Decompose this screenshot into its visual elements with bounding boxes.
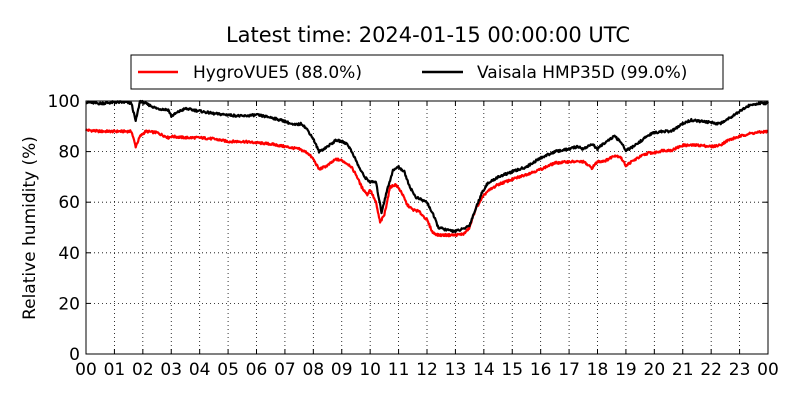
y-tick-label: 0 <box>69 345 80 365</box>
x-tick-label: 00 <box>75 360 97 380</box>
y-axis-tick-labels: 0 20 40 60 80 100 <box>48 92 80 365</box>
legend: HygroVUE5 (88.0%) Vaisala HMP35D (99.0%) <box>130 54 724 90</box>
x-tick-label: 13 <box>445 360 467 380</box>
x-tick-label: 18 <box>587 360 609 380</box>
x-tick-label: 01 <box>104 360 126 380</box>
x-tick-label: 12 <box>416 360 438 380</box>
x-tick-label: 11 <box>388 360 410 380</box>
x-tick-label: 05 <box>217 360 239 380</box>
x-tick-label: 06 <box>246 360 268 380</box>
x-tick-label: 17 <box>558 360 580 380</box>
series-line-hygrovue5 <box>85 128 769 238</box>
x-tick-label: 10 <box>359 360 381 380</box>
series-line-vaisala-hmp35d <box>85 99 769 234</box>
y-tick-label: 40 <box>58 244 80 264</box>
x-tick-label: 15 <box>501 360 523 380</box>
y-tick-label: 60 <box>58 193 80 213</box>
x-tick-label: 20 <box>644 360 666 380</box>
y-tick-label: 80 <box>58 143 80 163</box>
x-tick-label: 21 <box>672 360 694 380</box>
x-tick-label: 16 <box>530 360 552 380</box>
y-axis-label: Relative humidity (%) <box>20 136 40 320</box>
legend-label-vaisala-hmp35d: Vaisala HMP35D (99.0%) <box>477 63 687 83</box>
chart-title: Latest time: 2024-01-15 00:00:00 UTC <box>226 23 630 47</box>
x-tick-label: 08 <box>303 360 325 380</box>
x-tick-label: 22 <box>700 360 722 380</box>
x-tick-label: 07 <box>274 360 296 380</box>
y-tick-label: 100 <box>48 92 80 112</box>
x-tick-label: 14 <box>473 360 495 380</box>
x-axis-tick-labels: 00 01 02 03 04 05 06 07 08 09 10 11 12 13 14 15 16 17 18 19… <box>75 360 779 380</box>
x-tick-label: 03 <box>160 360 182 380</box>
x-tick-label: 00 <box>757 360 779 380</box>
plot-series <box>85 99 769 238</box>
legend-label-hygrovue5: HygroVUE5 (88.0%) <box>193 63 362 83</box>
x-tick-label: 23 <box>729 360 751 380</box>
x-tick-label: 19 <box>615 360 637 380</box>
x-tick-label: 02 <box>132 360 154 380</box>
y-tick-label: 20 <box>58 294 80 314</box>
axis-ticks <box>85 100 769 355</box>
x-tick-label: 09 <box>331 360 353 380</box>
x-tick-label: 04 <box>189 360 211 380</box>
